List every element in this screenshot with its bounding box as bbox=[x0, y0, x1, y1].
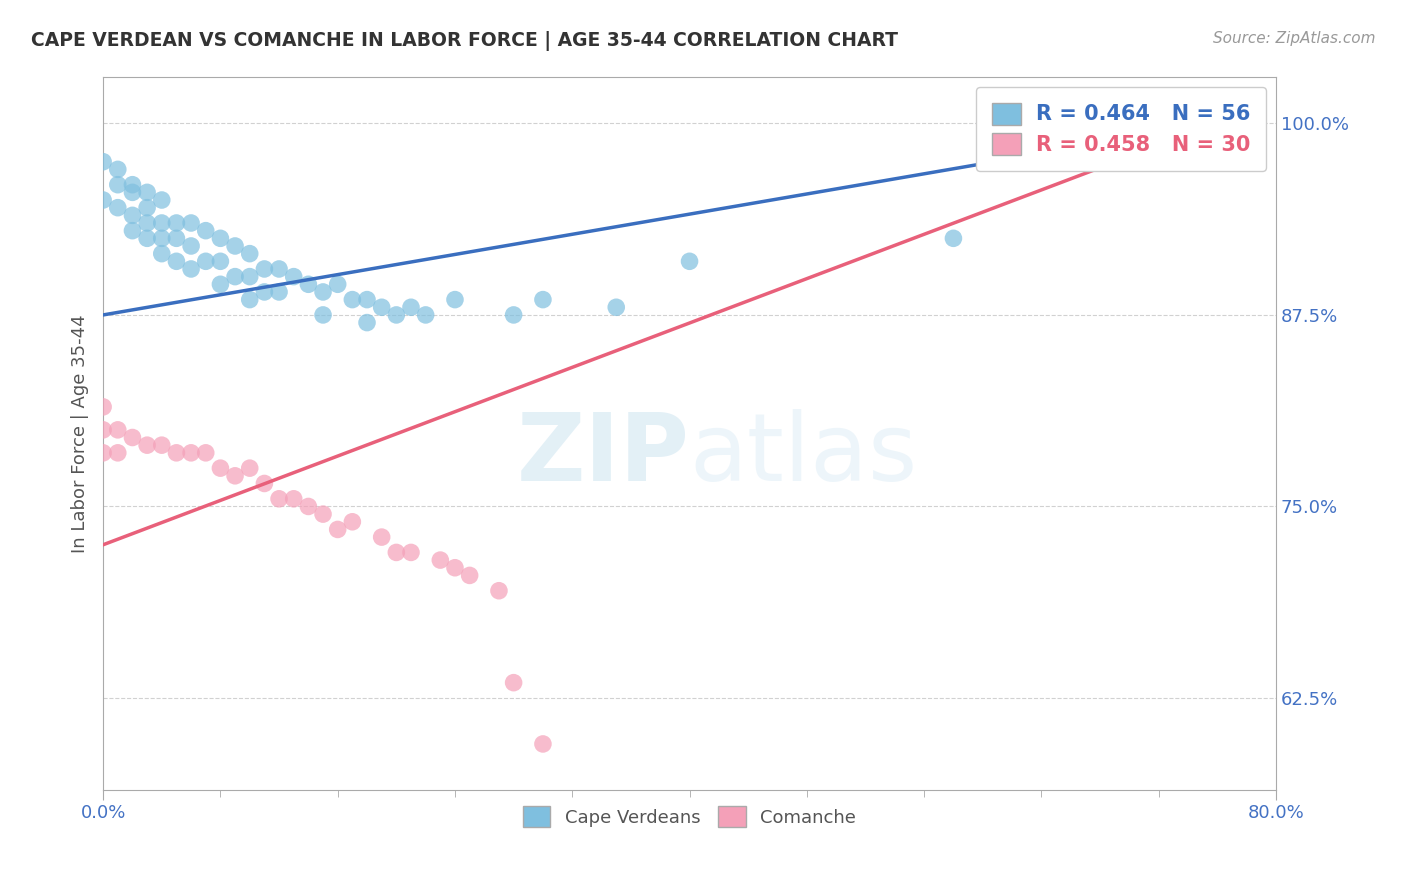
Point bbox=[502, 675, 524, 690]
Point bbox=[107, 201, 129, 215]
Point bbox=[194, 254, 217, 268]
Point bbox=[180, 446, 202, 460]
Point bbox=[444, 293, 467, 307]
Point bbox=[107, 162, 129, 177]
Point bbox=[678, 254, 700, 268]
Point bbox=[121, 178, 143, 192]
Point bbox=[91, 400, 114, 414]
Point bbox=[209, 231, 232, 245]
Legend: Cape Verdeans, Comanche: Cape Verdeans, Comanche bbox=[516, 799, 863, 834]
Text: CAPE VERDEAN VS COMANCHE IN LABOR FORCE | AGE 35-44 CORRELATION CHART: CAPE VERDEAN VS COMANCHE IN LABOR FORCE … bbox=[31, 31, 898, 51]
Point bbox=[91, 446, 114, 460]
Point bbox=[342, 293, 364, 307]
Point bbox=[342, 515, 364, 529]
Point bbox=[91, 193, 114, 207]
Point bbox=[91, 154, 114, 169]
Point bbox=[165, 216, 187, 230]
Point bbox=[1206, 116, 1229, 130]
Text: Source: ZipAtlas.com: Source: ZipAtlas.com bbox=[1212, 31, 1375, 46]
Point bbox=[531, 737, 554, 751]
Point bbox=[121, 186, 143, 200]
Point bbox=[224, 269, 246, 284]
Point bbox=[253, 476, 276, 491]
Point bbox=[312, 507, 335, 521]
Point bbox=[444, 560, 467, 574]
Point bbox=[180, 262, 202, 277]
Point bbox=[165, 446, 187, 460]
Point bbox=[267, 491, 290, 506]
Point bbox=[194, 224, 217, 238]
Point bbox=[209, 254, 232, 268]
Point bbox=[165, 231, 187, 245]
Point bbox=[239, 293, 262, 307]
Point bbox=[385, 308, 408, 322]
Point bbox=[150, 193, 173, 207]
Point bbox=[224, 468, 246, 483]
Point bbox=[239, 461, 262, 475]
Point bbox=[356, 316, 378, 330]
Point bbox=[415, 308, 437, 322]
Point bbox=[121, 224, 143, 238]
Point bbox=[605, 300, 627, 314]
Point bbox=[370, 530, 392, 544]
Point bbox=[488, 583, 510, 598]
Point bbox=[356, 293, 378, 307]
Point bbox=[150, 216, 173, 230]
Point bbox=[121, 430, 143, 444]
Point bbox=[150, 231, 173, 245]
Point bbox=[194, 446, 217, 460]
Point bbox=[180, 216, 202, 230]
Point bbox=[253, 262, 276, 277]
Point bbox=[136, 216, 159, 230]
Point bbox=[136, 201, 159, 215]
Point bbox=[297, 277, 319, 292]
Point bbox=[326, 277, 349, 292]
Point bbox=[458, 568, 481, 582]
Point bbox=[283, 269, 305, 284]
Point bbox=[239, 269, 262, 284]
Point bbox=[942, 231, 965, 245]
Y-axis label: In Labor Force | Age 35-44: In Labor Force | Age 35-44 bbox=[72, 314, 89, 553]
Point bbox=[267, 262, 290, 277]
Point bbox=[107, 178, 129, 192]
Point bbox=[253, 285, 276, 299]
Point bbox=[136, 186, 159, 200]
Point bbox=[136, 438, 159, 452]
Point bbox=[121, 208, 143, 222]
Point bbox=[370, 300, 392, 314]
Point bbox=[224, 239, 246, 253]
Point bbox=[385, 545, 408, 559]
Point bbox=[399, 300, 422, 314]
Point bbox=[209, 277, 232, 292]
Point bbox=[399, 545, 422, 559]
Text: ZIP: ZIP bbox=[516, 409, 689, 501]
Point bbox=[107, 423, 129, 437]
Point bbox=[150, 438, 173, 452]
Point bbox=[531, 293, 554, 307]
Point bbox=[107, 446, 129, 460]
Point bbox=[502, 308, 524, 322]
Point bbox=[150, 246, 173, 260]
Point bbox=[283, 491, 305, 506]
Point bbox=[297, 500, 319, 514]
Point bbox=[91, 423, 114, 437]
Point bbox=[429, 553, 451, 567]
Point bbox=[180, 239, 202, 253]
Point bbox=[239, 246, 262, 260]
Point bbox=[165, 254, 187, 268]
Point bbox=[312, 308, 335, 322]
Text: atlas: atlas bbox=[689, 409, 918, 501]
Point bbox=[136, 231, 159, 245]
Point bbox=[312, 285, 335, 299]
Point bbox=[326, 523, 349, 537]
Point bbox=[209, 461, 232, 475]
Point bbox=[267, 285, 290, 299]
